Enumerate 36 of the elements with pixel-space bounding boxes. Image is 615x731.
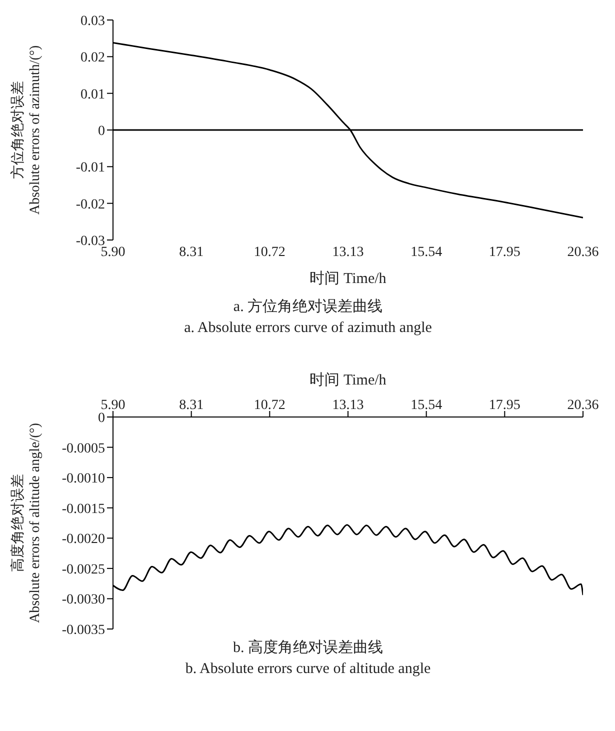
x-tick-label: 5.90 [100, 398, 126, 413]
y-tick-label: 0.03 [80, 14, 105, 29]
y-tick-label: -0.0015 [62, 502, 105, 517]
y-tick-label: 0 [98, 410, 105, 426]
y-tick-label: -0.0035 [62, 622, 105, 638]
x-tick-label: 8.31 [179, 244, 204, 260]
text: b. 高度角绝对误差曲线 [232, 638, 384, 657]
text: a. 方位角绝对误差曲线 [232, 297, 384, 316]
x-tick-label: 15.54 [410, 398, 442, 413]
y-tick-label: -0.01 [76, 160, 105, 176]
text: a. Absolute errors curve of azimuth angle [183, 320, 433, 337]
x-tick-label: 13.13 [332, 244, 364, 260]
text: b. Absolute errors curve of altitude angle [184, 661, 432, 678]
x-axis-title: 时间 Time/h [310, 270, 387, 287]
x-tick-label: 5.90 [100, 244, 126, 260]
y-tick-label: 0.01 [80, 87, 105, 102]
x-tick-label: 8.31 [179, 398, 204, 413]
y-tick-label: -0.0010 [62, 472, 105, 487]
x-tick-label: 15.54 [410, 244, 442, 260]
y-tick-label: -0.0025 [62, 562, 105, 578]
x-tick-label: 20.36 [567, 244, 599, 260]
x-tick-label: 13.13 [332, 398, 364, 413]
y-tick-label: -0.0020 [62, 532, 105, 548]
x-tick-label: 17.95 [488, 398, 520, 413]
x-axis-title: 时间 Time/h [310, 372, 387, 389]
y-axis-title: 高度角绝对误差 Absolute errors of altitude angle/(°) [10, 422, 43, 623]
y-tick-label: -0.0005 [62, 441, 105, 456]
x-tick-label: 10.72 [254, 398, 286, 413]
x-tick-label: 17.95 [488, 244, 520, 260]
y-tick-label: 0.02 [80, 50, 105, 66]
y-axis-title: 方位角绝对误差 Absolute errors of azimuth/(°) [10, 45, 43, 215]
y-tick-label: -0.0030 [62, 592, 105, 608]
x-tick-label: 20.36 [567, 398, 599, 413]
x-tick-label: 10.72 [254, 244, 286, 260]
y-tick-label: -0.02 [76, 197, 105, 212]
y-tick-label: 0 [98, 124, 105, 139]
